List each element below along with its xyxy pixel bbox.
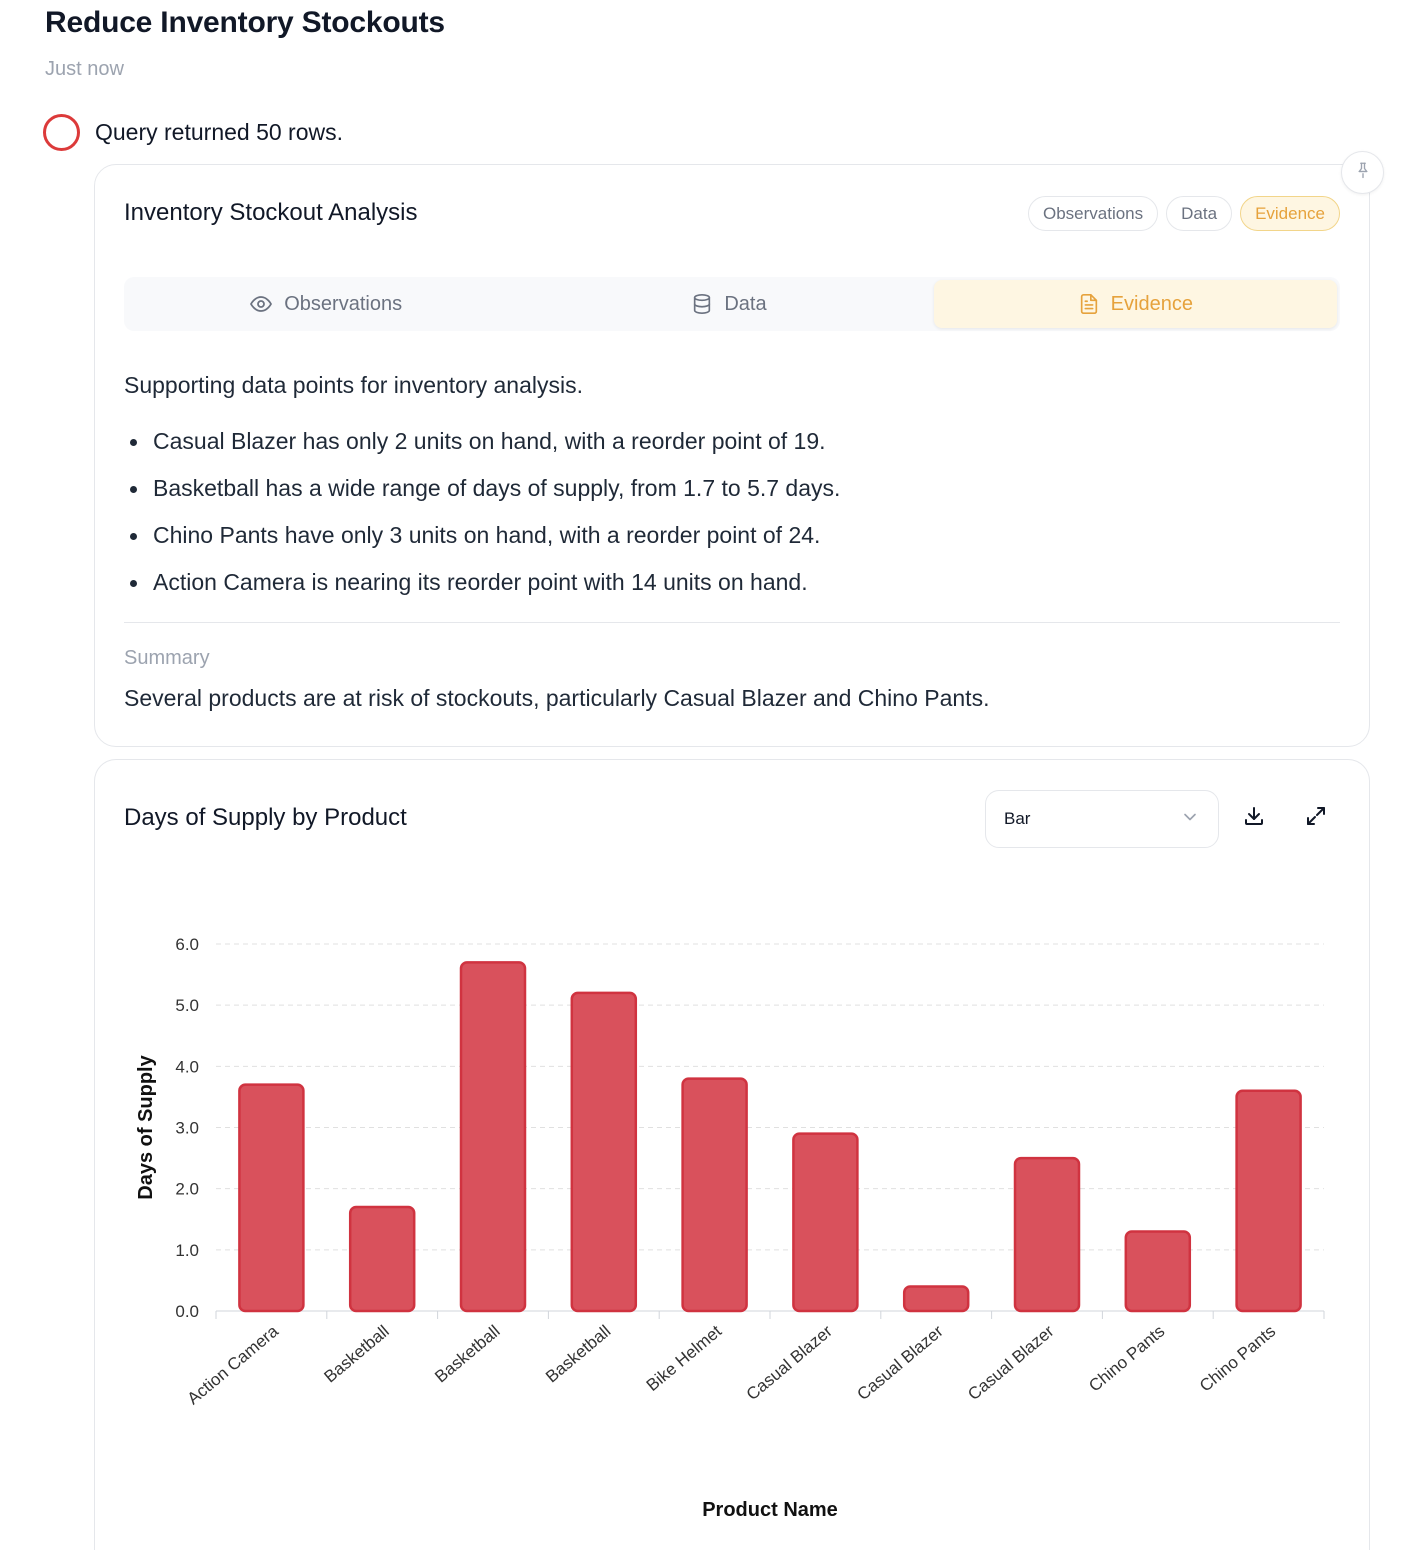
chart-type-value: Bar — [1004, 809, 1031, 828]
download-icon — [1242, 804, 1266, 833]
x-tick-label: Basketball — [320, 1322, 392, 1387]
bar — [681, 1077, 748, 1313]
tab-evidence[interactable]: Evidence — [933, 280, 1337, 328]
tab-data-label: Data — [724, 292, 767, 315]
database-icon — [691, 292, 713, 316]
pill-data[interactable]: Data — [1166, 196, 1233, 231]
y-tick-label: 5.0 — [175, 996, 199, 1015]
pill-observations[interactable]: Observations — [1027, 196, 1159, 231]
tab-observations-label: Observations — [284, 292, 403, 315]
summary-label: Summary — [124, 647, 210, 669]
analysis-title: Inventory Stockout Analysis — [124, 199, 418, 226]
x-tick-label: Basketball — [542, 1322, 614, 1387]
bar — [902, 1285, 970, 1313]
y-tick-label: 3.0 — [175, 1119, 199, 1138]
tab-data[interactable]: Data — [527, 277, 930, 331]
page-title: Reduce Inventory Stockouts — [45, 6, 445, 39]
list-item: Action Camera is nearing its reorder poi… — [124, 566, 840, 613]
x-axis-title: Product Name — [702, 1499, 838, 1521]
y-axis-title: Days of Supply — [135, 1054, 157, 1199]
document-icon — [1078, 292, 1100, 316]
bar — [1013, 1156, 1081, 1313]
list-item: Casual Blazer has only 2 units on hand, … — [124, 425, 840, 472]
bar — [238, 1083, 305, 1313]
status-row: Query returned 50 rows. — [43, 114, 343, 151]
bar — [459, 961, 527, 1313]
x-tick-label: Action Camera — [184, 1321, 283, 1408]
y-tick-label: 1.0 — [175, 1241, 199, 1260]
eye-icon — [249, 292, 273, 316]
x-tick-label: Basketball — [431, 1322, 503, 1387]
expand-icon — [1304, 804, 1328, 833]
list-item: Chino Pants have only 3 units on hand, w… — [124, 519, 840, 566]
x-tick-label: Bike Helmet — [643, 1321, 726, 1395]
tab-observations[interactable]: Observations — [124, 277, 527, 331]
pill-evidence[interactable]: Evidence — [1240, 196, 1340, 231]
chart-title: Days of Supply by Product — [124, 804, 407, 831]
bar — [792, 1132, 859, 1313]
bar — [348, 1205, 416, 1313]
bar-chart: 0.0 1.0 2.0 3.0 4.0 5.0 6.0 Action Camera Basket… — [135, 935, 1325, 1521]
bar — [1124, 1230, 1192, 1313]
chevron-down-icon — [1180, 807, 1200, 832]
summary-text: Several products are at risk of stockout… — [124, 685, 990, 711]
chart-type-select[interactable]: Bar — [985, 790, 1219, 848]
evidence-list: Casual Blazer has only 2 units on hand, … — [124, 425, 840, 613]
download-button[interactable] — [1237, 801, 1271, 835]
pin-button[interactable] — [1341, 151, 1384, 194]
x-tick-label: Casual Blazer — [853, 1321, 947, 1404]
x-tick-label: Chino Pants — [1196, 1322, 1279, 1396]
y-tick-label: 4.0 — [175, 1057, 199, 1076]
analysis-card: Inventory Stockout Analysis Observations… — [94, 164, 1370, 747]
list-item: Basketball has a wide range of days of s… — [124, 472, 840, 519]
pin-icon — [1354, 161, 1372, 184]
expand-button[interactable] — [1299, 801, 1333, 835]
bar — [570, 991, 638, 1313]
tab-bar: Observations Data Evidence — [124, 277, 1340, 331]
tab-evidence-label: Evidence — [1110, 292, 1193, 315]
bar — [1235, 1089, 1302, 1313]
chart-card: Days of Supply by Product Bar 0.0 1.0 2.0 3… — [94, 759, 1370, 1550]
y-tick-label: 0.0 — [175, 1302, 199, 1321]
x-tick-label: Casual Blazer — [743, 1321, 837, 1404]
section-pills: Observations Data Evidence — [1027, 196, 1340, 231]
status-circle-icon — [43, 114, 80, 151]
status-text: Query returned 50 rows. — [95, 119, 344, 145]
divider — [124, 622, 1340, 623]
evidence-intro: Supporting data points for inventory ana… — [124, 372, 583, 398]
x-tick-label: Casual Blazer — [964, 1321, 1058, 1404]
y-tick-label: 6.0 — [175, 935, 199, 954]
y-tick-label: 2.0 — [175, 1180, 199, 1199]
timestamp: Just now — [45, 58, 124, 80]
x-tick-label: Chino Pants — [1085, 1322, 1168, 1396]
